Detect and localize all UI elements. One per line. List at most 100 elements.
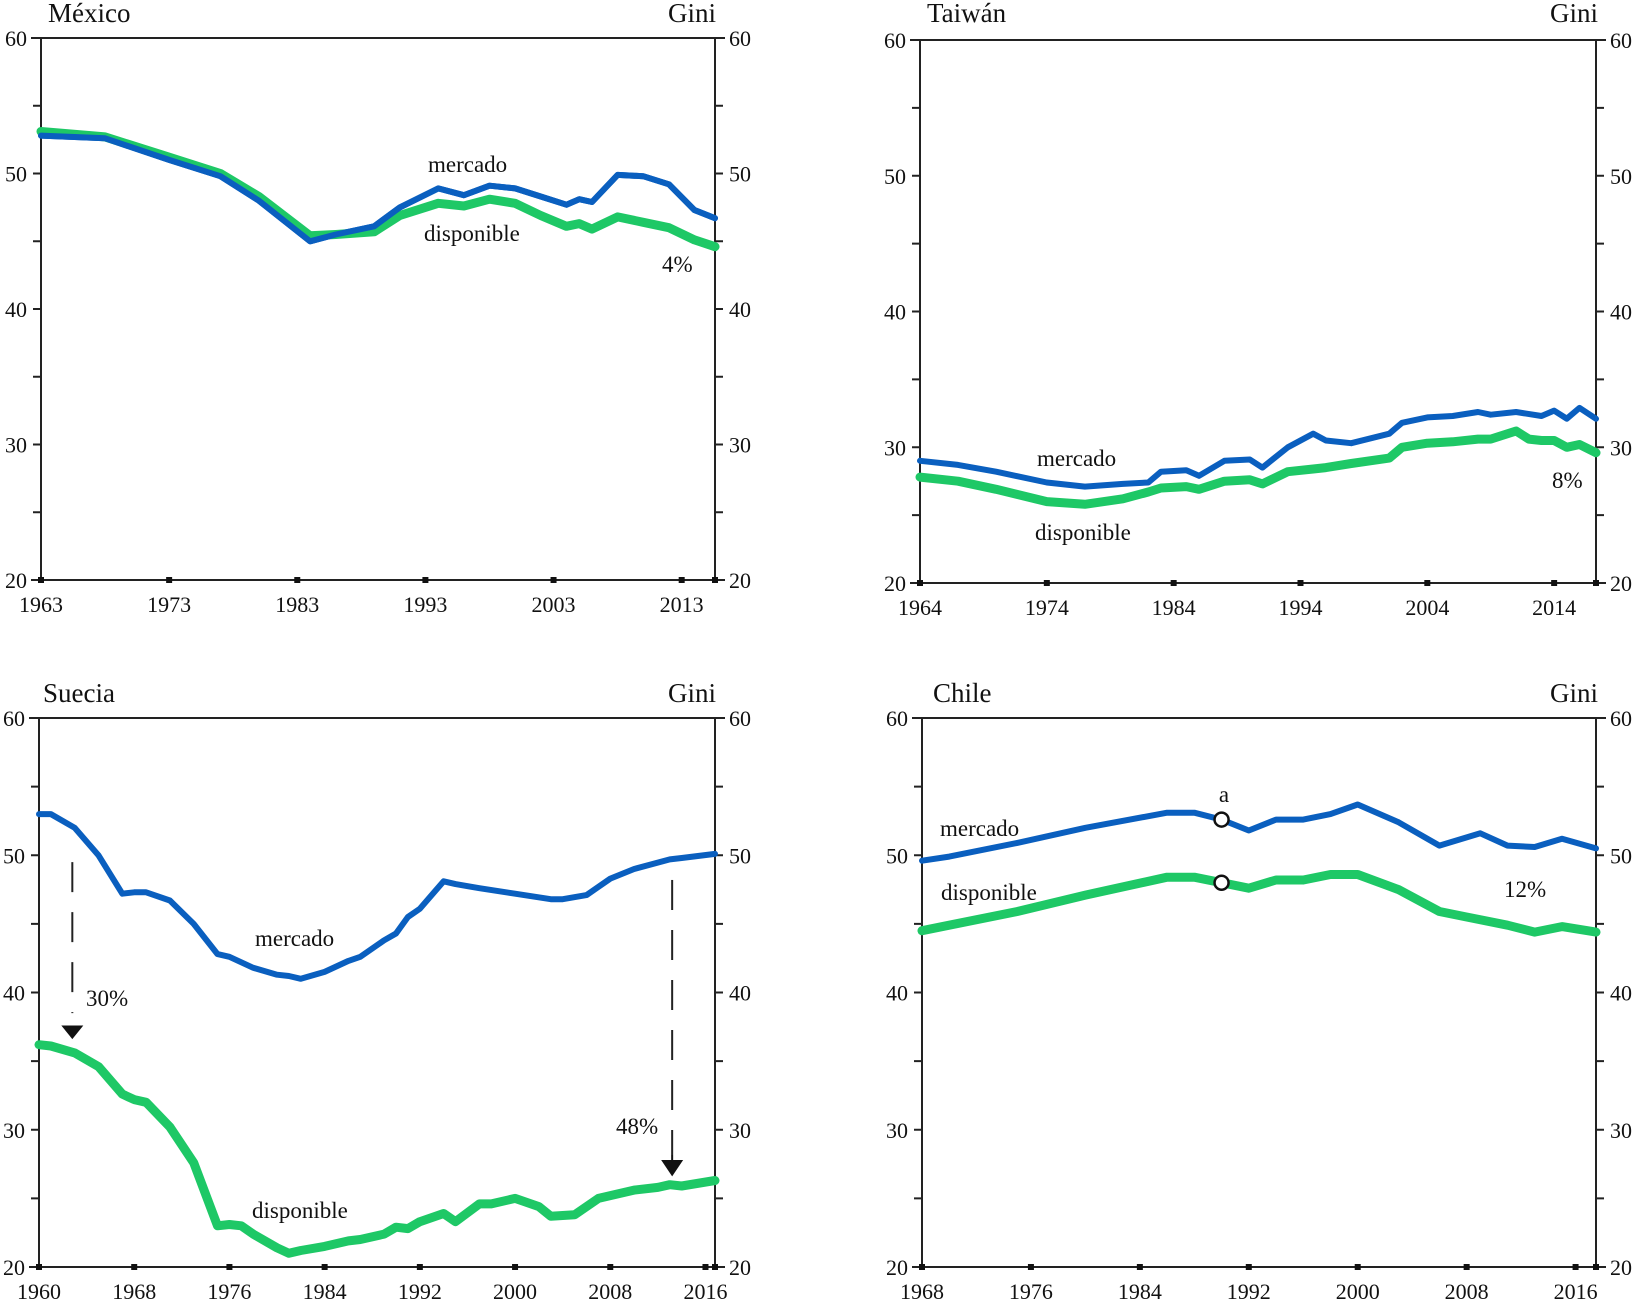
right-axis-label: Gini [1550,0,1598,28]
x-tick-mark [422,577,429,583]
annotation-percent: 8% [1552,468,1583,493]
x-tick-label: 1992 [1227,1279,1271,1304]
y-tick-label-right: 20 [1610,571,1632,596]
panel-chile: Chile Gini mercado disponible 12% a 20 20… [886,678,1632,1304]
x-tick-mark [919,1264,925,1270]
x-tick-mark [1424,580,1431,586]
x-tick-mark-end [712,577,718,583]
y-tick-label-left: 20 [5,568,27,593]
y-tick-label-right: 30 [1610,435,1632,460]
y-tick-label-left: 60 [3,706,25,731]
right-axis-label: Gini [1550,678,1598,708]
x-tick-mark [131,1264,138,1270]
right-axis-label: Gini [668,0,716,28]
arrow-30pct-head [61,1025,84,1040]
x-tick-mark [1027,1264,1034,1270]
y-tick-label-left: 20 [886,1255,908,1280]
y-tick-label-right: 50 [1610,843,1632,868]
x-tick-mark [416,1264,423,1270]
y-tick-label-right: 30 [1610,1118,1632,1143]
x-tick-mark [1463,1264,1470,1270]
x-tick-label: 1963 [19,592,63,617]
x-tick-label: 2000 [1336,1279,1380,1304]
x-tick-label: 2013 [660,592,704,617]
x-tick-label: 1984 [1152,595,1196,620]
y-tick-label-right: 30 [729,1118,751,1143]
x-tick-label: 1973 [147,592,191,617]
x-tick-label: 1992 [398,1279,442,1304]
y-tick-label-right: 20 [729,1255,751,1280]
marker-label-a: a [1219,782,1229,807]
series-line-mercado [919,801,1599,864]
y-tick-label-right: 50 [729,843,751,868]
y-tick-label-left: 40 [884,300,906,325]
y-tick-label-right: 50 [729,162,751,187]
y-tick-label-left: 60 [884,28,906,53]
y-tick-label-left: 60 [886,706,908,731]
x-tick-label: 2004 [1405,595,1449,620]
series-line-mercado [36,811,718,982]
y-tick-label-left: 20 [884,571,906,596]
x-tick-mark [38,577,44,583]
x-tick-mark [1245,1264,1252,1270]
x-tick-mark [1354,1264,1361,1270]
y-tick-label-right: 60 [729,26,751,51]
series-label-mercado: mercado [940,816,1019,841]
x-tick-mark [550,577,557,583]
annotation-percent: 4% [662,252,693,277]
x-tick-label: 1983 [275,592,319,617]
y-tick-label-left: 30 [886,1118,908,1143]
x-tick-mark [607,1264,614,1270]
x-tick-mark [1043,580,1050,586]
y-tick-label-right: 60 [1610,28,1632,53]
annotation-percent: 12% [1504,877,1546,902]
arrow-48pct-head [661,1159,684,1177]
x-tick-mark [226,1264,233,1270]
series-label-disponible: disponible [1035,520,1131,545]
x-tick-mark [1572,1264,1579,1270]
y-tick-label-left: 20 [3,1255,25,1280]
series-line-mercado-overlay [38,132,718,245]
x-tick-label: 2016 [683,1279,727,1304]
panel-title: Chile [933,678,992,708]
y-tick-label-left: 30 [884,435,906,460]
series-label-disponible: disponible [252,1198,348,1223]
x-tick-mark [1551,580,1558,586]
annotation-48pct: 48% [616,1114,658,1139]
x-tick-label: 1968 [112,1279,156,1304]
series-label-disponible: disponible [424,221,520,246]
x-tick-label: 2014 [1532,595,1576,620]
y-tick-label-right: 50 [1610,164,1632,189]
x-tick-mark [917,580,923,586]
series-label-mercado: mercado [428,152,507,177]
panel-suecia: Suecia Gini mercado disponible 30% 48% 2… [3,678,751,1304]
x-tick-mark-end [1593,580,1599,586]
x-tick-mark [36,1264,42,1270]
x-tick-label: 1984 [303,1279,347,1304]
x-tick-label: 2008 [1445,1279,1489,1304]
x-tick-label: 2016 [1554,1279,1598,1304]
y-tick-label-right: 40 [1610,300,1632,325]
y-tick-label-left: 30 [3,1118,25,1143]
series-label-mercado: mercado [255,926,334,951]
y-tick-label-right: 60 [729,706,751,731]
x-tick-label: 1964 [898,595,942,620]
x-tick-mark-end [712,1264,718,1270]
panel-mexico: México Gini mercado disponible 4% 20 20 30… [5,0,751,617]
x-tick-label: 1984 [1118,1279,1162,1304]
right-axis-label: Gini [668,678,716,708]
x-tick-label: 2008 [588,1279,632,1304]
x-tick-mark [1136,1264,1143,1270]
x-tick-label: 1974 [1025,595,1069,620]
y-tick-label-left: 50 [3,843,25,868]
panel-title: Suecia [43,678,115,708]
x-tick-mark [294,577,301,583]
y-tick-label-left: 50 [884,164,906,189]
x-tick-mark [702,1264,709,1270]
y-tick-label-right: 40 [1610,981,1632,1006]
x-tick-mark [321,1264,328,1270]
series-line-disponible [917,870,1601,937]
annotation-30pct: 30% [86,986,128,1011]
y-tick-label-left: 50 [5,162,27,187]
